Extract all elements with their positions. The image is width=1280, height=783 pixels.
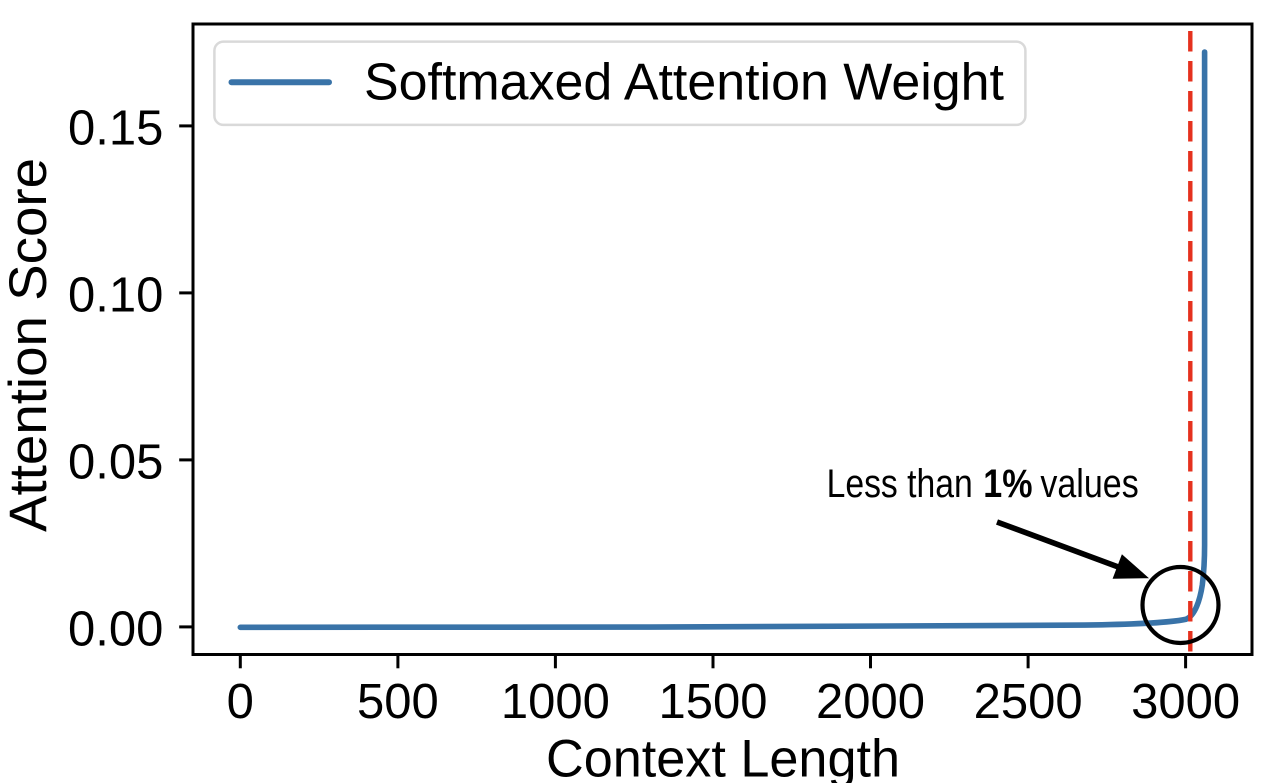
svg-text:Context Length: Context Length [546,729,900,783]
svg-text:0.10: 0.10 [68,268,163,322]
svg-text:1000: 1000 [501,675,610,729]
svg-text:1%: 1% [983,462,1032,506]
svg-text:500: 500 [357,675,439,729]
svg-text:2000: 2000 [816,675,925,729]
svg-text:3000: 3000 [1131,675,1240,729]
svg-text:0.00: 0.00 [68,602,163,656]
svg-text:values: values [1040,462,1138,506]
svg-text:0: 0 [227,675,254,729]
svg-text:Attention Score: Attention Score [0,158,58,532]
svg-text:Less than: Less than [827,462,973,506]
svg-text:Softmaxed Attention Weight: Softmaxed Attention Weight [364,54,1005,112]
svg-text:2500: 2500 [974,675,1083,729]
svg-text:0.05: 0.05 [68,435,163,489]
svg-text:1500: 1500 [658,675,767,729]
svg-text:0.15: 0.15 [68,101,163,155]
